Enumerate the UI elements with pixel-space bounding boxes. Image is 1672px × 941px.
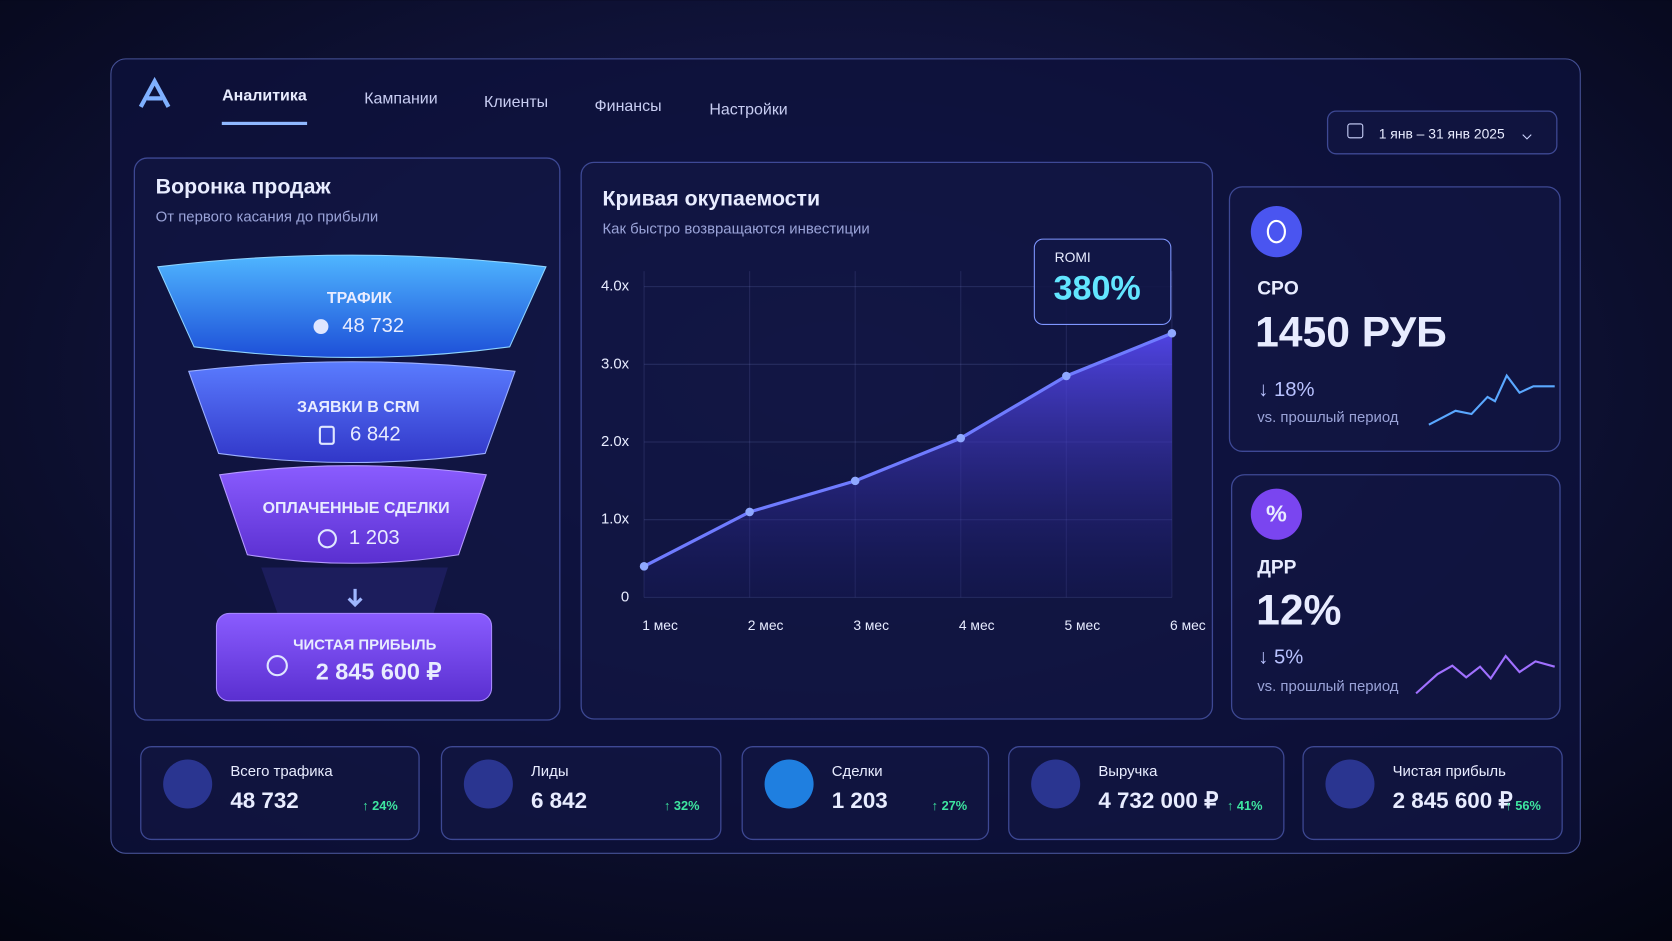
stat-label: Лиды: [531, 763, 569, 780]
kpi-label: ДРР: [1257, 558, 1296, 579]
kpi-value: 1450 РУБ: [1255, 308, 1447, 356]
profit-label: ЧИСТАЯ ПРИБЫЛЬ: [293, 636, 437, 653]
kpi-card: [1228, 186, 1561, 452]
dropdown-chevron: [1522, 134, 1532, 140]
point: [1167, 328, 1177, 338]
x-tick-label: 3 мес: [853, 617, 889, 633]
point: [850, 476, 860, 486]
stat-change: ↑ 32%: [664, 798, 700, 813]
x-tick-label: 5 мес: [1064, 617, 1100, 633]
point: [1062, 371, 1071, 381]
nav-tab[interactable]: Финансы: [595, 98, 662, 115]
funnel-subtitle: От первого касания до прибыли: [156, 209, 379, 226]
stat-icon: [764, 759, 814, 809]
stat-change: ↑ 24%: [362, 798, 398, 813]
funnel-title: Воронка продаж: [156, 175, 332, 199]
funnel-stage: [218, 465, 487, 564]
stage-label: ОПЛАЧЕННЫЕ СДЕЛКИ: [263, 500, 450, 517]
chart-subtitle: Как быстро возвращаются инвестиции: [602, 220, 869, 237]
stage-value: 1 203: [349, 527, 400, 549]
y-tick-label: 3.0x: [601, 355, 630, 372]
stat-value: 48 732: [230, 788, 298, 813]
x-tick-label: 1 мес: [642, 617, 678, 633]
stat-icon: [163, 759, 213, 809]
point: [956, 433, 966, 443]
profit-value: 2 845 600 ₽: [316, 658, 442, 684]
date-picker[interactable]: [1326, 110, 1558, 155]
stat-value: 6 842: [531, 788, 587, 813]
chart-title: Кривая окупаемости: [602, 186, 820, 210]
funnel-stage: [157, 254, 547, 359]
stat-icon: [1031, 759, 1081, 809]
y-tick-label: 4.0x: [601, 278, 630, 295]
stat-value: 1 203: [832, 788, 888, 813]
funnel-arrow: [347, 588, 363, 608]
tooltip: [1033, 238, 1172, 325]
point: [639, 562, 649, 571]
kpi-card: [1230, 474, 1561, 720]
funnel-stage: [188, 361, 516, 464]
stat-value: 2 845 600 ₽: [1393, 788, 1513, 813]
stat-label: Выручка: [1098, 763, 1158, 780]
sparkline: [1415, 654, 1555, 695]
stat-change: ↑ 27%: [932, 798, 968, 813]
tooltip-label: ROMI: [1055, 249, 1091, 265]
stat-label: Всего трафика: [230, 763, 333, 780]
stage-value: 6 842: [350, 424, 401, 446]
nav-tab[interactable]: Клиенты: [484, 94, 548, 111]
stat-label: Чистая прибыль: [1393, 763, 1507, 780]
kpi-icon: [1250, 488, 1302, 540]
kpi-icon-glyph: %: [1266, 500, 1287, 526]
kpi-label: CPO: [1257, 278, 1299, 299]
active-tab-indicator: [221, 121, 308, 126]
kpi-value: 12%: [1256, 587, 1341, 635]
stat-icon: [1325, 759, 1375, 809]
y-tick-label: 0: [621, 588, 629, 605]
profit-box: [215, 612, 493, 702]
y-tick-label: 2.0x: [601, 433, 630, 450]
stat-value: 4 732 000 ₽: [1098, 788, 1218, 813]
stat-icon: [463, 759, 513, 809]
calendar-icon: [1347, 123, 1364, 139]
x-tick-label: 4 мес: [959, 617, 995, 633]
check-icon: [317, 529, 337, 549]
stat-change: ↑ 41%: [1227, 798, 1263, 813]
coins-icon: [266, 654, 288, 677]
nav-tab[interactable]: Настройки: [709, 101, 787, 118]
stat-label: Сделки: [832, 763, 883, 780]
kpi-icon: [1250, 206, 1302, 258]
tooltip-value: 380%: [1054, 269, 1141, 307]
kpi-note: vs. прошлый период: [1257, 678, 1399, 695]
date-range: 1 янв – 31 янв 2025: [1379, 125, 1505, 141]
x-tick-label: 2 мес: [748, 617, 784, 633]
nav-tab[interactable]: Аналитика: [222, 87, 307, 104]
users-icon: [313, 319, 329, 335]
kpi-icon-glyph: [1266, 219, 1286, 244]
kpi-change: ↓ 18%: [1258, 379, 1314, 401]
doc-icon: [318, 425, 335, 445]
stat-change: ↑ 56%: [1505, 798, 1541, 813]
y-tick-label: 1.0x: [601, 511, 630, 528]
stat-card: [440, 746, 722, 841]
stage-label: ТРАФИК: [327, 290, 392, 307]
stage-value: 48 732: [342, 315, 404, 337]
sparkline: [1428, 373, 1555, 426]
point: [745, 507, 754, 517]
nav-tab[interactable]: Кампании: [364, 91, 437, 108]
stage-label: ЗАЯВКИ В CRM: [297, 399, 420, 416]
area: [644, 333, 1172, 598]
kpi-note: vs. прошлый период: [1257, 409, 1399, 426]
kpi-change: ↓ 5%: [1258, 647, 1303, 669]
logo: [138, 76, 171, 108]
stat-card: [140, 746, 420, 841]
x-tick-label: 6 мес: [1170, 617, 1206, 633]
stat-card: [1008, 746, 1285, 841]
line: [643, 331, 1173, 568]
